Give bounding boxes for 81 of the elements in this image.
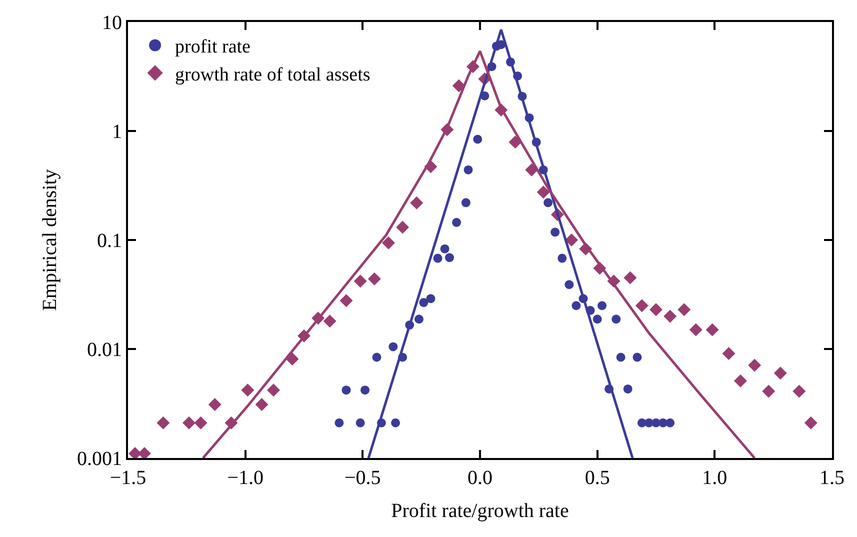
point: [388, 342, 398, 352]
point: [804, 416, 818, 430]
point: [473, 134, 482, 144]
point: [748, 358, 762, 372]
point: [382, 236, 395, 250]
point: [558, 254, 567, 263]
point: [565, 234, 578, 246]
point: [774, 366, 787, 380]
x-tick-label: 1.5: [820, 467, 844, 489]
point: [334, 418, 344, 428]
point: [544, 198, 553, 208]
y-tick-label: 1: [112, 121, 122, 143]
point: [464, 165, 473, 174]
point: [598, 301, 607, 310]
point: [461, 198, 470, 208]
x-axis-title: Profit rate/growth rate: [391, 500, 569, 522]
point: [138, 446, 151, 458]
point: [508, 136, 522, 149]
point: [241, 384, 254, 397]
point: [266, 384, 280, 397]
legend-label: profit rate: [175, 36, 250, 58]
y-tick-label: 10: [102, 12, 122, 34]
point: [592, 314, 602, 324]
point: [452, 79, 466, 92]
point: [368, 272, 381, 286]
point: [792, 384, 806, 398]
point: [650, 303, 662, 316]
point: [689, 323, 702, 336]
point: [255, 398, 268, 411]
x-tick-label: 0.5: [584, 467, 610, 489]
point: [128, 446, 142, 458]
point: [391, 418, 400, 428]
point: [360, 386, 370, 395]
point: [762, 384, 776, 398]
point: [182, 416, 196, 430]
point: [208, 398, 222, 411]
point: [286, 352, 299, 366]
point: [410, 196, 424, 210]
point: [354, 274, 367, 288]
y-tick-label: 0.1: [97, 230, 122, 252]
point: [678, 303, 691, 316]
x-tick-label: −1.0: [227, 467, 264, 489]
x-tick-label: 0.0: [468, 467, 492, 489]
point: [356, 418, 365, 428]
point: [572, 301, 581, 310]
point: [440, 244, 450, 254]
point: [612, 314, 621, 324]
point: [426, 294, 436, 304]
point: [525, 163, 538, 176]
point: [616, 352, 626, 362]
point: [706, 323, 719, 336]
point: [452, 218, 462, 227]
y-axis-title: Empirical density: [39, 169, 61, 311]
legend-label: growth rate of total assets: [175, 64, 370, 86]
point: [664, 310, 677, 323]
y-tick-label: 0.01: [87, 339, 122, 361]
point: [666, 418, 675, 428]
point: [414, 314, 424, 324]
x-tick-label: −0.5: [344, 467, 381, 489]
point: [564, 280, 574, 290]
point: [536, 186, 550, 199]
point: [419, 298, 428, 308]
x-tick-label: −1.5: [110, 467, 146, 489]
x-tick-label: 1.0: [702, 467, 728, 489]
point: [623, 384, 632, 394]
point: [433, 254, 442, 263]
point: [722, 346, 736, 360]
point: [632, 352, 642, 362]
point: [396, 220, 410, 234]
y-tick-label: 0.001: [77, 448, 122, 470]
point: [550, 228, 560, 237]
point: [194, 416, 208, 430]
point: [342, 386, 351, 395]
point: [444, 253, 454, 262]
point: [635, 299, 648, 312]
point: [624, 271, 637, 284]
point: [340, 294, 353, 308]
point: [734, 374, 747, 388]
point: [372, 352, 382, 362]
point: [323, 314, 336, 328]
point: [156, 416, 170, 430]
